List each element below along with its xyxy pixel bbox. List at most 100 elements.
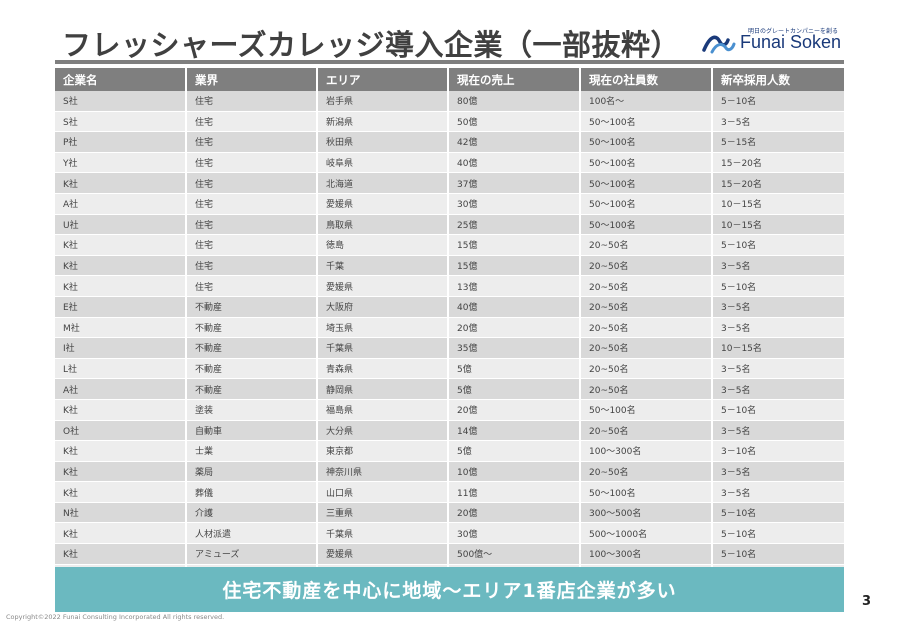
table-cell: K社 (55, 461, 187, 483)
column-header: 業界 (186, 68, 318, 91)
table-row: K社 人材派遣 千葉県 30億 500～1000名 5－10名 (55, 522, 844, 545)
table-row: S社 住宅 岩手県 80億 100名～ 5－10名 (55, 91, 844, 112)
table-cell: 5億 (448, 440, 581, 462)
table-cell: 山口県 (317, 481, 449, 503)
table-cell: 5－10名 (712, 91, 844, 112)
table-row: U社 住宅 鳥取県 25億 50～100名 10－15名 (55, 214, 844, 236)
page-number: 3 (862, 594, 872, 609)
table-cell: 20億 (448, 502, 581, 524)
table-row: I社 不動産 千葉県 35億 20~50名 10－15名 (55, 337, 844, 359)
table-cell: 神奈川県 (317, 461, 449, 483)
table-cell: 5－10名 (712, 234, 844, 256)
table-cell: 岩手県 (317, 91, 449, 112)
table-cell: 30億 (448, 193, 581, 215)
table-cell: 40億 (448, 296, 581, 318)
table-cell: 鳥取県 (317, 214, 449, 236)
table-cell: 不動産 (186, 296, 318, 318)
table-cell: 愛媛県 (317, 543, 449, 565)
table-cell: O社 (55, 420, 187, 442)
table-cell: 20~50名 (580, 234, 713, 256)
table-cell: 50億 (448, 111, 581, 133)
table-cell: U社 (55, 214, 187, 236)
table-cell: 15－20名 (712, 172, 844, 194)
table-cell: 不動産 (186, 337, 318, 359)
table-cell: 20~50名 (580, 337, 713, 359)
table-cell: 100～300名 (580, 440, 713, 462)
table-cell: 5－10名 (712, 543, 844, 565)
table-cell: 福島県 (317, 399, 449, 421)
table-cell: 50～100名 (580, 481, 713, 503)
table-cell: 15－20名 (712, 152, 844, 174)
table-cell: 住宅 (186, 131, 318, 153)
table-row: K社 住宅 愛媛県 13億 20~50名 5－10名 (55, 275, 844, 297)
table-row: Y社 住宅 岐阜県 40億 50～100名 15－20名 (55, 152, 844, 174)
table-cell: 37億 (448, 172, 581, 194)
table-cell: 5億 (448, 378, 581, 400)
table-row: E社 不動産 大阪府 40億 20~50名 3－5名 (55, 296, 844, 318)
table-cell: 岐阜県 (317, 152, 449, 174)
table-row: L社 不動産 青森県 5億 20~50名 3－5名 (55, 358, 844, 380)
table-cell: K社 (55, 481, 187, 503)
table-row: P社 住宅 秋田県 42億 50～100名 5－15名 (55, 131, 844, 153)
table-cell: S社 (55, 91, 187, 112)
table-cell: 3－5名 (712, 255, 844, 277)
table-cell: Y社 (55, 152, 187, 174)
table-cell: 300～500名 (580, 502, 713, 524)
table-cell: 3－5名 (712, 296, 844, 318)
table-cell: 5－10名 (712, 522, 844, 545)
table-row: K社 葬儀 山口県 11億 50～100名 3－5名 (55, 481, 844, 503)
table-cell: 愛媛県 (317, 275, 449, 297)
table-cell: 介護 (186, 502, 318, 524)
column-header: 現在の売上 (448, 68, 581, 91)
table-cell: 3－5名 (712, 378, 844, 400)
table-cell: K社 (55, 275, 187, 297)
table-cell: 住宅 (186, 152, 318, 174)
table-cell: K社 (55, 399, 187, 421)
table-cell: 東京都 (317, 440, 449, 462)
table-cell: L社 (55, 358, 187, 380)
table-cell: 千葉 (317, 255, 449, 277)
table-cell: 住宅 (186, 214, 318, 236)
table-cell: 北海道 (317, 172, 449, 194)
column-header: 企業名 (55, 68, 187, 91)
table-cell: 住宅 (186, 111, 318, 133)
table-cell: 5－10名 (712, 399, 844, 421)
table-cell: 5－10名 (712, 275, 844, 297)
table-cell: P社 (55, 131, 187, 153)
table-cell: 50～100名 (580, 172, 713, 194)
table-cell: 100名～ (580, 91, 713, 112)
table-row: O社 自動車 大分県 14億 20~50名 3－5名 (55, 420, 844, 442)
title-divider (55, 60, 844, 64)
table-cell: 5億 (448, 358, 581, 380)
table-cell: 自動車 (186, 420, 318, 442)
table-cell: 大分県 (317, 420, 449, 442)
table-cell: 42億 (448, 131, 581, 153)
table-cell: S社 (55, 111, 187, 133)
table-cell: 13億 (448, 275, 581, 297)
copyright-text: Copyright©2022 Funai Consulting Incorpor… (6, 613, 225, 621)
table-cell: 不動産 (186, 378, 318, 400)
table-cell: 100～300名 (580, 543, 713, 565)
table-header-row: 企業名 業界 エリア 現在の売上 現在の社員数 新卒採用人数 (55, 68, 844, 91)
table-cell: 15億 (448, 234, 581, 256)
table-cell: 3－10名 (712, 440, 844, 462)
table-cell: 住宅 (186, 275, 318, 297)
table-cell: 50～100名 (580, 152, 713, 174)
table-row: K社 アミューズ 愛媛県 500億～ 100～300名 5－10名 (55, 543, 844, 565)
table-cell: 14億 (448, 420, 581, 442)
table-cell: 5－10名 (712, 502, 844, 524)
column-header: 現在の社員数 (580, 68, 713, 91)
table-cell: M社 (55, 317, 187, 339)
table-cell: 愛媛県 (317, 193, 449, 215)
table-cell: 三重県 (317, 502, 449, 524)
wave-logo-icon (702, 35, 736, 54)
table-cell: 3－5名 (712, 358, 844, 380)
table-row: K社 住宅 徳島 15億 20~50名 5－10名 (55, 234, 844, 256)
table-cell: 50～100名 (580, 193, 713, 215)
table-cell: 20億 (448, 317, 581, 339)
table-cell: 葬儀 (186, 481, 318, 503)
table-cell: 埼玉県 (317, 317, 449, 339)
table-cell: I社 (55, 337, 187, 359)
table-cell: 50～100名 (580, 214, 713, 236)
table-cell: 11億 (448, 481, 581, 503)
